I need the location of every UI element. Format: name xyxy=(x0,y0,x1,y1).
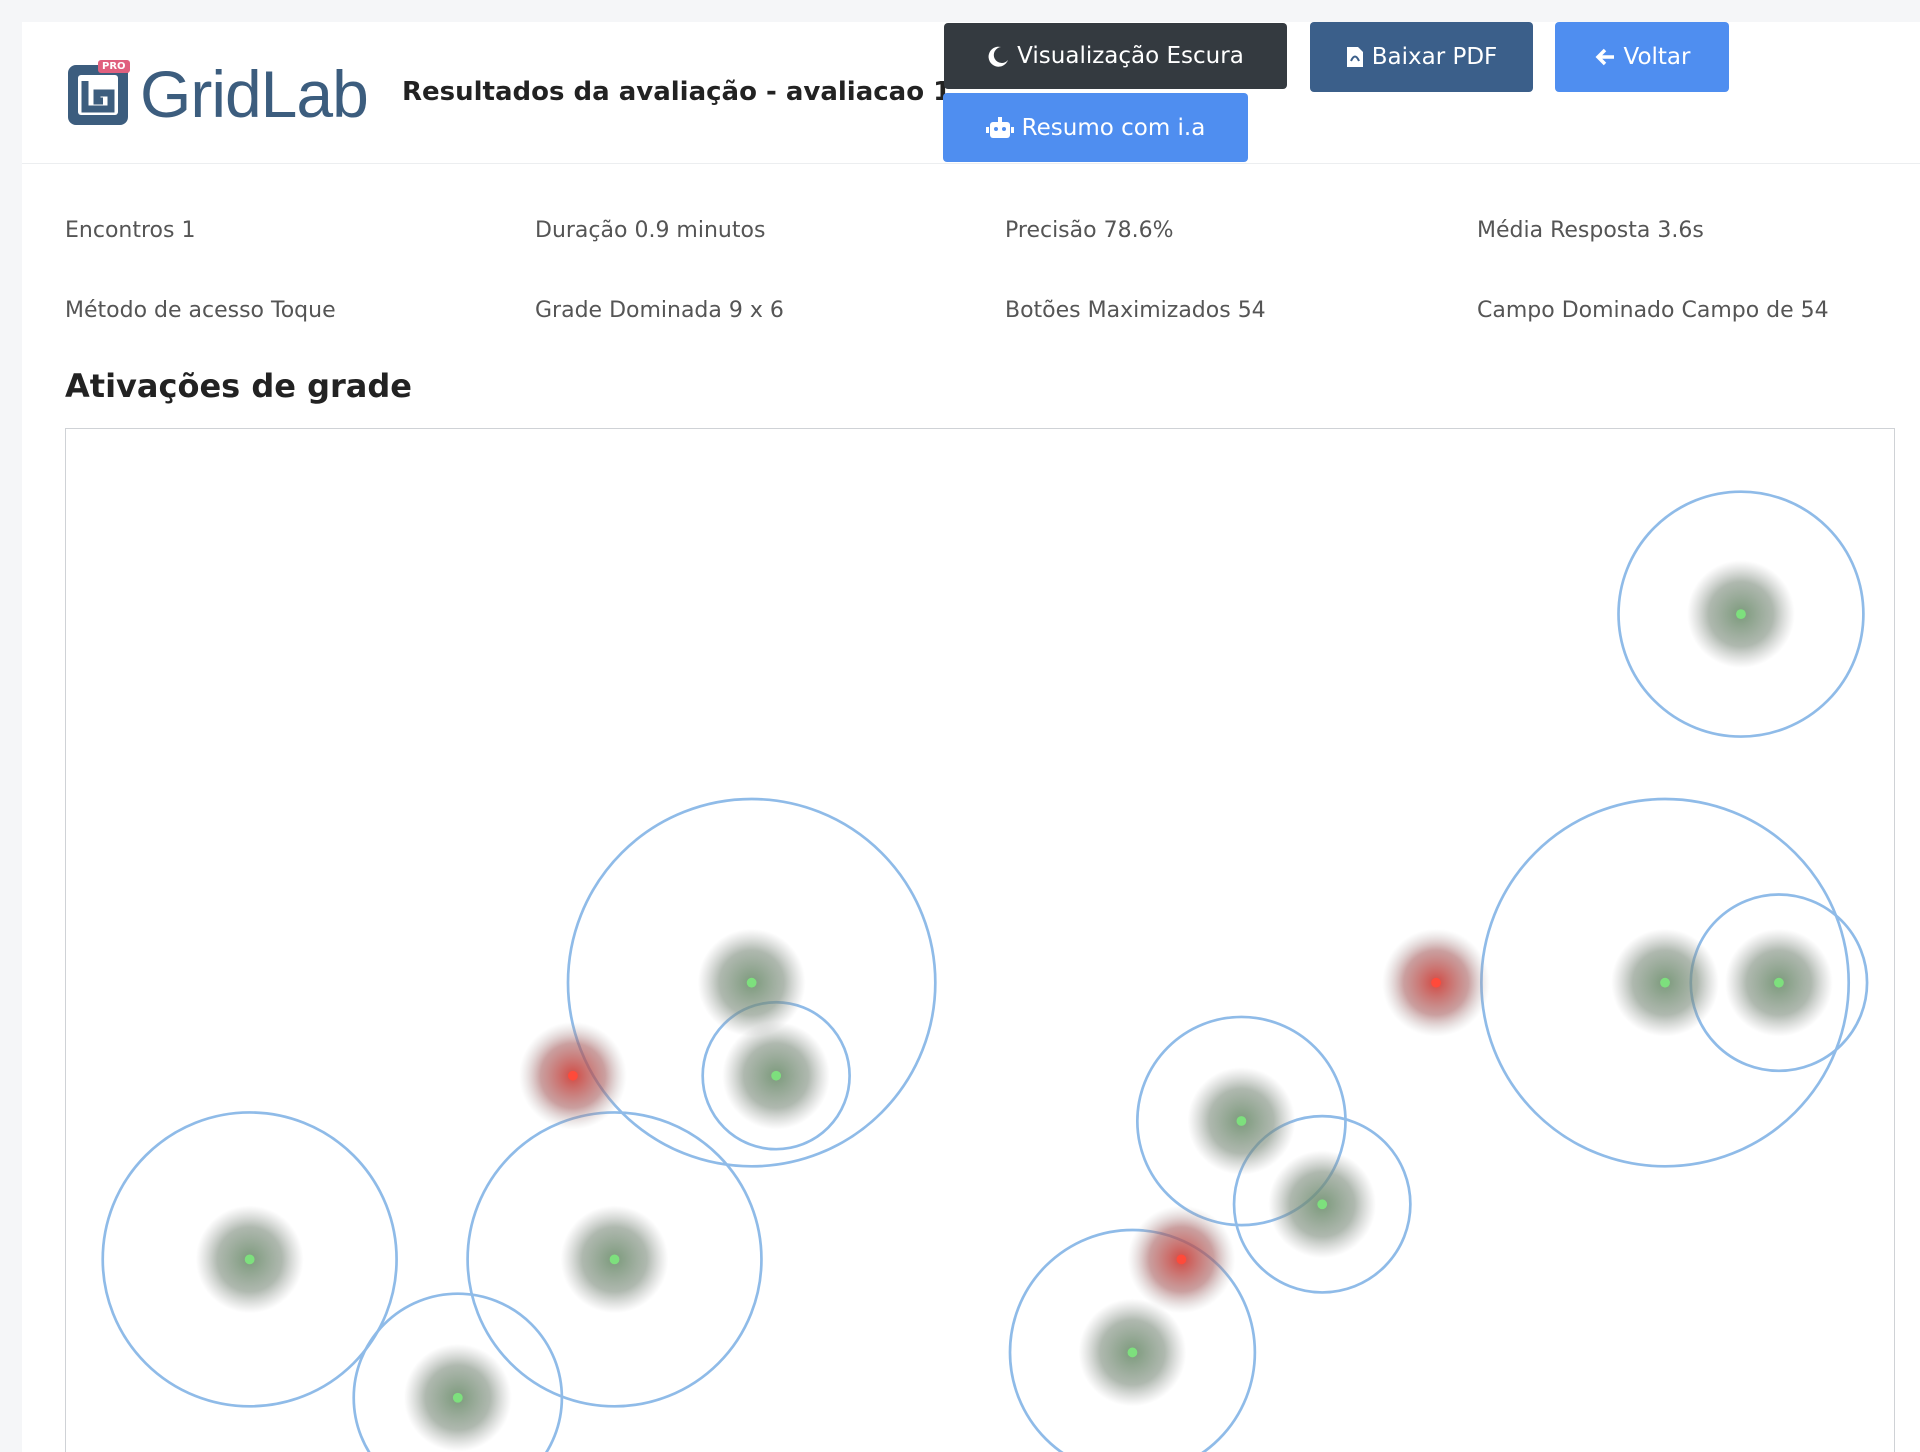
stat: Duração 0.9 minutos xyxy=(535,218,765,243)
stat: Método de acesso Toque xyxy=(65,298,336,323)
stat-value: 1 xyxy=(181,218,196,243)
stat-value: 3.6s xyxy=(1657,218,1704,243)
moon-icon xyxy=(988,46,1009,67)
button-label: Resumo com i.a xyxy=(1021,114,1206,141)
stat: Encontros 1 xyxy=(65,218,195,243)
stat-label: Encontros xyxy=(65,218,175,243)
button-label: Voltar xyxy=(1623,44,1691,70)
stat: Botões Maximizados 54 xyxy=(1005,298,1266,323)
robot-icon xyxy=(985,116,1014,138)
activation-map xyxy=(101,490,1869,1452)
stat-value: 54 xyxy=(1237,298,1266,323)
dark-mode-button[interactable]: Visualização Escura xyxy=(944,23,1287,89)
stat-value: 78.6% xyxy=(1103,218,1174,243)
button-label: Baixar PDF xyxy=(1371,44,1498,70)
target-circles xyxy=(101,490,1869,1452)
stat-value: Campo de 54 xyxy=(1681,298,1829,323)
logo-text: GridLab xyxy=(140,57,369,131)
stat-label: Grade Dominada xyxy=(535,298,722,323)
activation-panel xyxy=(65,428,1895,1452)
page-body: PRO GridLab Resultados da avaliação - av… xyxy=(22,22,1920,1452)
stat-label: Duração xyxy=(535,218,628,243)
back-button[interactable]: Voltar xyxy=(1555,22,1729,92)
header: PRO GridLab Resultados da avaliação - av… xyxy=(22,22,1920,164)
stat-label: Média Resposta xyxy=(1477,218,1651,243)
stat-value: 9 x 6 xyxy=(728,298,784,323)
touch-centers xyxy=(244,609,1784,1403)
stat: Média Resposta 3.6s xyxy=(1477,218,1704,243)
page-title: Resultados da avaliação - avaliacao 1 xyxy=(402,77,952,107)
stat-value: Toque xyxy=(271,298,336,323)
stat-label: Botões Maximizados xyxy=(1005,298,1231,323)
stat: Precisão 78.6% xyxy=(1005,218,1173,243)
arrow-icon xyxy=(1595,48,1614,66)
pdf-button[interactable]: Baixar PDF xyxy=(1310,22,1533,92)
stat-label: Precisão xyxy=(1005,218,1097,243)
button-label: Visualização Escura xyxy=(1017,43,1244,69)
stat: Grade Dominada 9 x 6 xyxy=(535,298,784,323)
ai-summary-button[interactable]: Resumo com i.a xyxy=(943,93,1248,162)
logo-badge: PRO xyxy=(98,60,130,73)
error-centers xyxy=(567,977,1441,1265)
stat-label: Método de acesso xyxy=(65,298,265,323)
stat-label: Campo Dominado xyxy=(1477,298,1675,323)
section-title: Ativações de grade xyxy=(65,367,412,405)
pdf-icon xyxy=(1346,47,1363,67)
stat: Campo Dominado Campo de 54 xyxy=(1477,298,1829,323)
stat-value: 0.9 minutos xyxy=(634,218,766,243)
logo-icon xyxy=(68,65,128,125)
